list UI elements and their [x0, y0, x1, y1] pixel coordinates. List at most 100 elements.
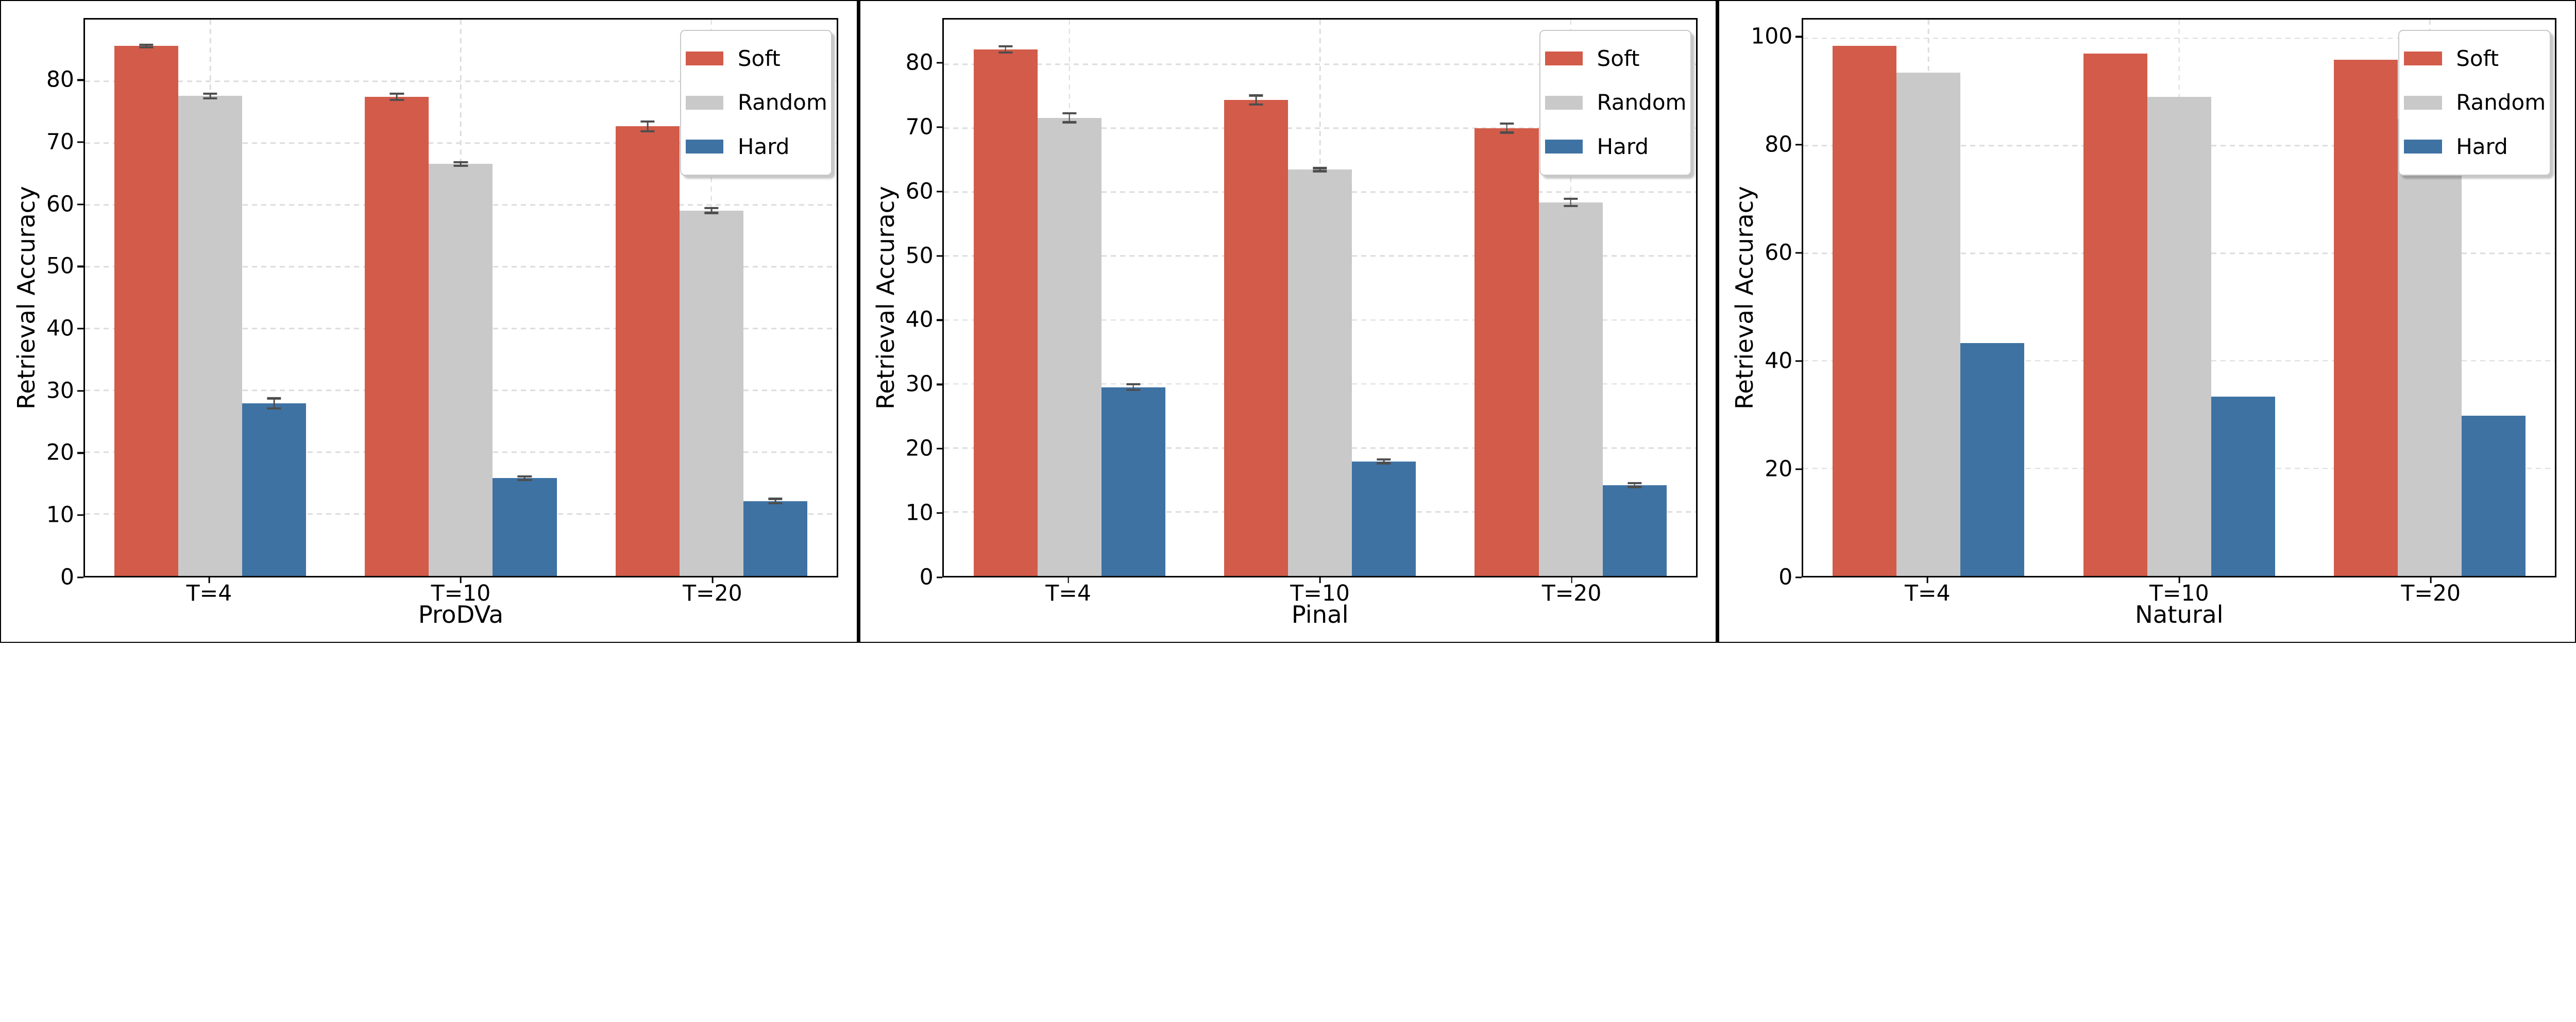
y-tick-label: 40 — [1765, 348, 1793, 374]
plot-area: Soft Random Hard — [1802, 18, 2557, 577]
y-tick-mark — [77, 265, 83, 267]
error-bar-cap — [1627, 486, 1642, 488]
y-tick-mark — [1795, 360, 1802, 362]
error-bar — [1069, 113, 1071, 123]
x-tick-mark — [1926, 577, 1928, 584]
y-tick-label: 60 — [46, 192, 74, 217]
legend-item-hard: Hard — [1545, 125, 1686, 169]
panel-prodva: Retrieval Accuracy Soft Random Hard ProD… — [1, 1, 857, 642]
error-bar-cap — [1062, 112, 1077, 115]
x-tick-label: T=10 — [2149, 581, 2209, 606]
error-bar-cap — [267, 407, 281, 410]
y-tick-mark — [936, 512, 943, 514]
legend-swatch-hard — [2404, 140, 2442, 154]
y-tick-mark — [936, 191, 943, 193]
y-tick-mark — [1795, 252, 1802, 254]
y-tick-mark — [77, 203, 83, 206]
y-tick-label: 70 — [46, 129, 74, 155]
legend-swatch-random — [2404, 95, 2442, 110]
error-bar-cap — [1313, 167, 1327, 169]
error-bar — [1005, 46, 1006, 53]
legend-label: Random — [1597, 90, 1687, 115]
legend-swatch-soft — [2404, 52, 2442, 66]
y-tick-mark — [1795, 576, 1802, 578]
x-tick-mark — [2430, 577, 2432, 584]
error-bar-cap — [1377, 462, 1391, 465]
error-bar-cap — [267, 397, 281, 400]
y-tick-mark — [1795, 468, 1802, 470]
bar-soft-t=4 — [114, 46, 178, 576]
bar-hard-t=20 — [2462, 415, 2526, 576]
bar-soft-t=10 — [2083, 54, 2147, 576]
y-tick-mark — [936, 62, 943, 64]
error-bar-cap — [1563, 197, 1578, 200]
legend-item-soft: Soft — [1545, 37, 1686, 81]
y-tick-label: 80 — [46, 67, 74, 93]
bar-soft-t=20 — [1475, 128, 1539, 576]
y-tick-label: 20 — [1765, 456, 1793, 482]
error-bar — [460, 162, 462, 166]
y-tick-mark — [77, 576, 83, 578]
error-bar-cap — [1062, 121, 1077, 124]
figure: Retrieval Accuracy Soft Random Hard ProD… — [0, 0, 2576, 643]
error-bar-cap — [1249, 94, 1263, 97]
x-tick-mark — [1319, 577, 1321, 584]
bar-hard-t=20 — [743, 501, 807, 576]
error-bar — [209, 94, 211, 98]
y-tick-mark — [936, 448, 943, 450]
y-tick-label: 50 — [905, 243, 934, 269]
legend-item-soft: Soft — [2404, 37, 2545, 81]
y-tick-label: 20 — [46, 440, 74, 466]
y-tick-label: 0 — [919, 565, 934, 590]
legend-label: Random — [737, 90, 827, 115]
bar-soft-t=4 — [1833, 45, 1897, 576]
y-axis-label: Retrieval Accuracy — [12, 185, 40, 410]
legend-swatch-hard — [685, 140, 724, 154]
legend-label: Hard — [737, 133, 790, 159]
error-bar-cap — [453, 161, 468, 163]
bar-hard-t=10 — [493, 478, 557, 576]
panel-natural: Retrieval Accuracy Soft Random Hard Natu… — [1716, 1, 2575, 642]
bar-random-t=10 — [2147, 96, 2211, 576]
y-tick-label: 70 — [905, 114, 934, 140]
error-bar-cap — [453, 164, 468, 167]
x-tick-mark — [208, 577, 210, 584]
error-bar-cap — [139, 46, 154, 48]
error-bar-cap — [517, 475, 532, 478]
error-bar-cap — [1499, 131, 1514, 134]
legend-item-random: Random — [685, 81, 827, 125]
bar-random-t=20 — [2398, 118, 2462, 576]
bar-hard-t=4 — [242, 403, 307, 576]
bar-random-t=4 — [1896, 72, 1961, 576]
legend: Soft Random Hard — [680, 30, 833, 176]
error-bar — [1319, 168, 1321, 172]
legend-label: Soft — [737, 45, 781, 71]
error-bar-cap — [203, 97, 217, 99]
y-tick-label: 10 — [905, 500, 934, 526]
y-tick-mark — [77, 328, 83, 330]
bar-hard-t=10 — [2211, 397, 2275, 576]
error-bar-cap — [1249, 103, 1263, 106]
bar-soft-t=10 — [1224, 100, 1289, 576]
error-bar-cap — [1313, 170, 1327, 173]
x-tick-label: T=10 — [1290, 581, 1350, 606]
bar-soft-t=10 — [365, 96, 429, 576]
x-tick-label: T=20 — [683, 581, 742, 606]
x-tick-label: T=4 — [1905, 581, 1951, 606]
error-bar — [145, 44, 147, 47]
x-tick-label: T=4 — [186, 581, 232, 606]
x-axis-label: Pinal — [1291, 600, 1349, 628]
error-bar-cap — [998, 52, 1013, 54]
x-tick-mark — [1571, 577, 1572, 584]
x-tick-label: T=4 — [1045, 581, 1091, 606]
bar-hard-t=4 — [1960, 343, 2025, 576]
legend-swatch-soft — [685, 52, 724, 66]
error-bar-cap — [1126, 383, 1141, 386]
error-bar — [774, 499, 776, 503]
plot-area: Soft Random Hard — [942, 18, 1698, 577]
error-bar — [1634, 483, 1635, 487]
legend: Soft Random Hard — [2398, 30, 2551, 176]
bar-random-t=10 — [1288, 169, 1352, 576]
x-axis-label: Natural — [2135, 600, 2224, 628]
x-tick-label: T=20 — [2401, 581, 2461, 606]
